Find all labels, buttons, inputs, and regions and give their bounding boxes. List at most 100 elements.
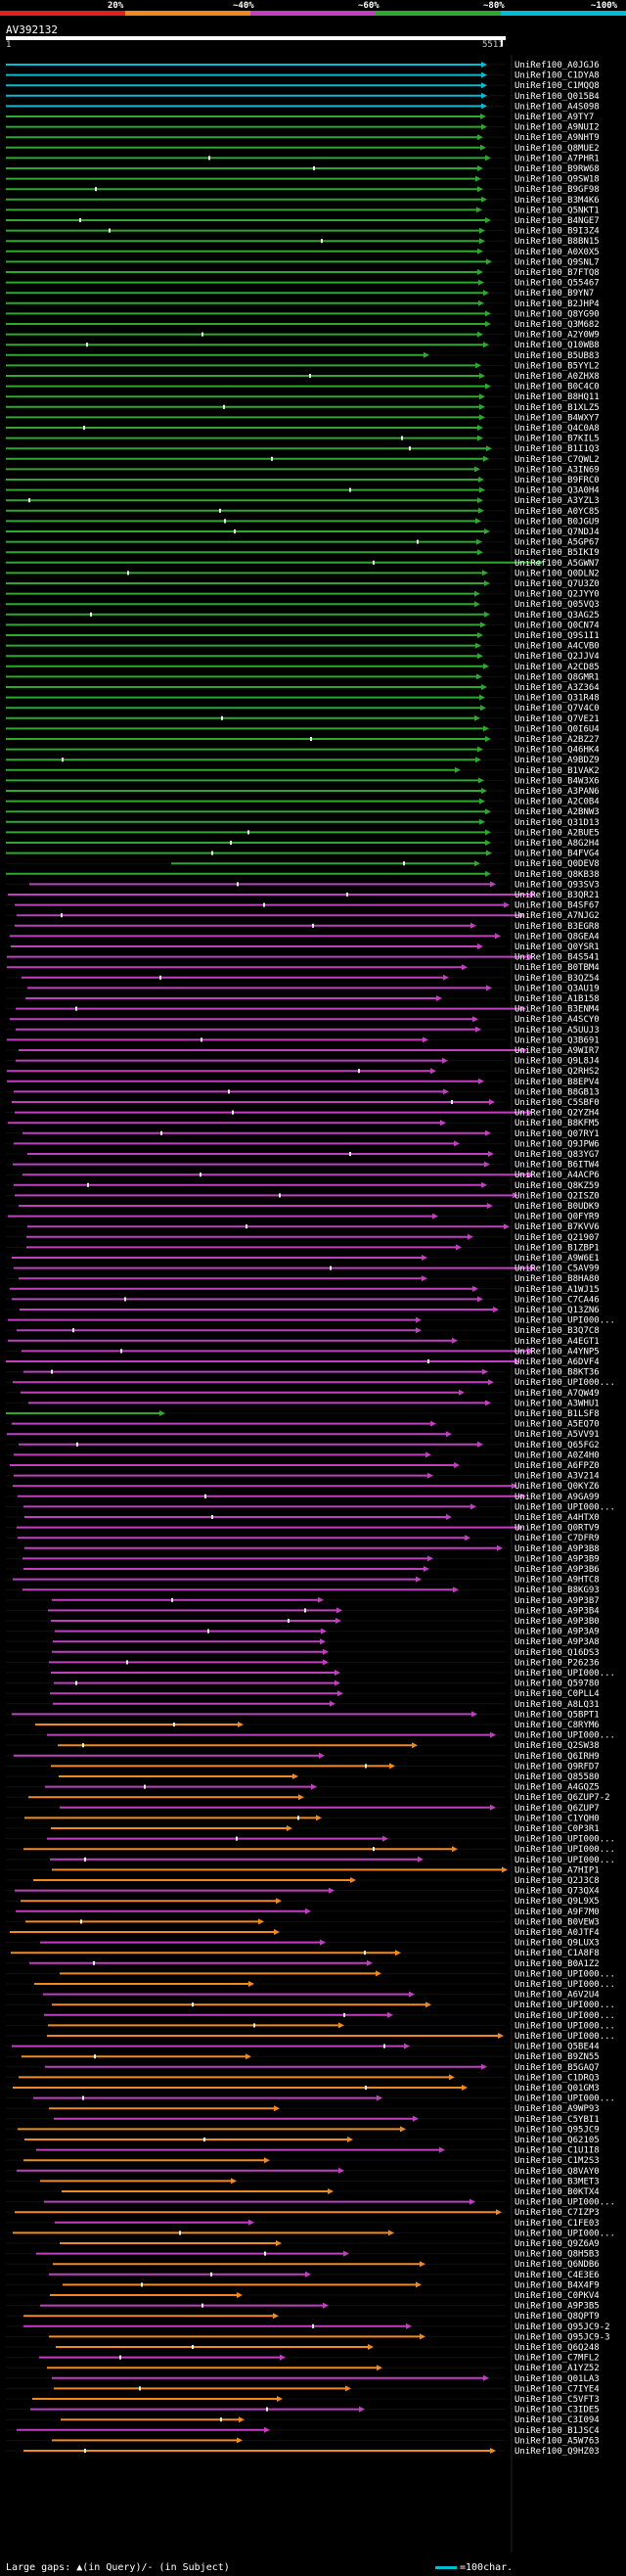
hit-arrow: [477, 497, 483, 504]
hit-arrow: [480, 705, 486, 712]
hit-label: UniRef100_A0ZHX8: [514, 372, 600, 382]
hit-arrow: [481, 71, 487, 78]
hit-label: UniRef100_B3QR21: [514, 891, 600, 900]
hit-arrow: [459, 1389, 465, 1396]
hit-arrow: [416, 1327, 422, 1334]
hit-label: UniRef100_Q9S1I1: [514, 631, 600, 641]
hit-label: UniRef100_Q9LUX3: [514, 1939, 600, 1949]
gap-marker: [72, 1328, 74, 1333]
hit-arrow: [477, 331, 483, 338]
hit-arrow: [486, 850, 492, 856]
gap-marker: [312, 2323, 314, 2328]
hit-arrow: [425, 1451, 431, 1458]
hit-label: UniRef100_Q2YZH4: [514, 1109, 600, 1119]
hit-label: UniRef100_Q5NKT1: [514, 206, 600, 215]
hit-arrow: [486, 258, 492, 265]
hit-label: UniRef100_C1U1I8: [514, 2146, 600, 2156]
hit-arrow: [292, 1773, 298, 1779]
hit-arrow: [338, 2167, 344, 2174]
hit-arrow: [427, 1555, 433, 1562]
hit-arrow: [238, 1722, 244, 1727]
hit-arrow: [478, 777, 484, 784]
hit-arrow: [486, 445, 492, 452]
hit-label: UniRef100_B0KTX4: [514, 2187, 600, 2197]
hit-arrow: [528, 953, 534, 960]
gap-marker: [288, 1619, 290, 1623]
hit-label: UniRef100_Q9HZ03: [514, 2447, 600, 2457]
hit-arrow: [490, 881, 496, 888]
hit-label: UniRef100_B6ITW4: [514, 1161, 600, 1171]
hit-arrow: [452, 1846, 458, 1853]
hit-label: UniRef100_Q0CN74: [514, 621, 600, 630]
hit-label: UniRef100_Q9JPW6: [514, 1139, 600, 1149]
hit-arrow: [484, 529, 490, 534]
hit-arrow: [477, 632, 483, 638]
hit-arrow: [338, 2022, 344, 2029]
hit-label: UniRef100_Q10WB8: [514, 341, 600, 350]
hit-label: UniRef100_B8KFM5: [514, 1119, 600, 1128]
gap-marker: [207, 1629, 209, 1633]
hit-arrow: [481, 92, 487, 99]
gap-marker: [219, 508, 221, 513]
hit-arrow: [377, 2365, 382, 2371]
hit-arrow: [477, 186, 483, 193]
hit-arrow: [449, 2074, 455, 2081]
hit-arrow: [476, 673, 482, 680]
hit-label: UniRef100_UPI000...: [514, 1980, 615, 1990]
hit-arrow: [485, 1129, 491, 1136]
hit-arrow: [479, 238, 485, 245]
hit-arrow: [273, 2313, 279, 2320]
hit-label: UniRef100_B4NGE7: [514, 216, 600, 226]
gaps-legend: Large gaps: ▲(in Query)/- (in Subject): [6, 2562, 230, 2573]
hit-label: UniRef100_A6DVF4: [514, 1357, 600, 1367]
hit-label: UniRef100_A1YZ52: [514, 2364, 600, 2373]
hit-label: UniRef100_A5EQ70: [514, 1420, 600, 1430]
hit-arrow: [488, 1379, 494, 1386]
gap-marker: [208, 156, 210, 161]
hit-arrow: [323, 1659, 329, 1666]
hit-label: UniRef100_B1XLZ5: [514, 403, 600, 413]
hit-label: UniRef100_B3M4K6: [514, 196, 600, 206]
hit-arrow: [485, 840, 491, 846]
hit-label: UniRef100_C5VFT3: [514, 2395, 600, 2405]
hit-label: UniRef100_Q8YG90: [514, 309, 600, 319]
hit-arrow: [264, 2157, 270, 2164]
hit-label: UniRef100_A7HIP1: [514, 1865, 600, 1875]
hit-label: UniRef100_B9ZN55: [514, 2052, 600, 2062]
hit-label: UniRef100_B0TBM4: [514, 963, 600, 973]
hit-label: UniRef100_A9HTC8: [514, 1576, 600, 1586]
gap-marker: [263, 902, 265, 907]
hit-arrow: [305, 2271, 311, 2277]
gap-marker: [127, 571, 129, 575]
gap-marker: [330, 1265, 332, 1270]
hit-label: UniRef100_Q46HK4: [514, 746, 600, 756]
gap-marker: [62, 758, 64, 762]
hit-label: UniRef100_Q8GEA4: [514, 932, 600, 942]
hit-arrow: [481, 2063, 487, 2070]
hit-label: UniRef100_C1MQQ8: [514, 81, 600, 91]
hit-label: UniRef100_UPI000...: [514, 1731, 615, 1741]
gap-marker: [51, 1369, 53, 1374]
hit-label: UniRef100_C5YBI1: [514, 2115, 600, 2125]
hit-label: UniRef100_Q5BPT1: [514, 1710, 600, 1720]
gap-marker: [90, 612, 92, 617]
gap-marker: [109, 228, 111, 233]
hit-arrow: [484, 1161, 490, 1168]
hit-label: UniRef100_C1FE03: [514, 2219, 600, 2229]
gap-marker: [79, 218, 81, 222]
hit-arrow: [420, 2333, 425, 2340]
gap-marker: [204, 1494, 206, 1498]
gap-marker: [124, 1297, 126, 1302]
hit-label: UniRef100_Q2SW38: [514, 1741, 600, 1751]
hit-label: UniRef100_Q73QX4: [514, 1887, 600, 1897]
hit-label: UniRef100_Q8KB38: [514, 870, 600, 880]
hit-label: UniRef100_UPI000...: [514, 2032, 615, 2042]
hit-label: UniRef100_Q6IRH9: [514, 1752, 600, 1762]
hit-arrow: [497, 1544, 503, 1551]
hit-arrow: [298, 1794, 304, 1801]
hit-label: UniRef100_Q7V4C0: [514, 704, 600, 713]
hit-arrow: [276, 2240, 282, 2246]
hit-arrow: [246, 2053, 251, 2060]
hit-label: UniRef100_UPI000...: [514, 1378, 615, 1388]
gap-marker: [75, 1680, 77, 1685]
